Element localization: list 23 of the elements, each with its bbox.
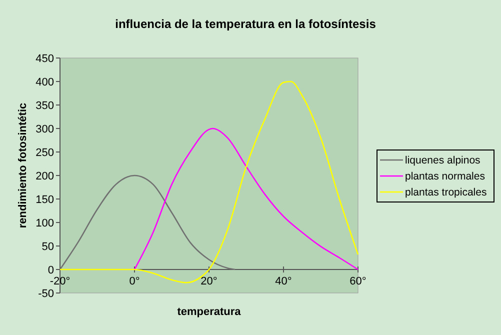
x-tick-label: 0° (129, 276, 140, 288)
chart-title: influencia de la temperatura en la fotosíntesis (115, 17, 376, 31)
legend-label: plantas tropicales (405, 186, 487, 199)
legend-label: plantas normales (405, 170, 485, 183)
y-tick-label: 400 (36, 76, 54, 88)
x-tick-label: 60° (350, 276, 366, 288)
y-tick-label: 200 (36, 170, 54, 182)
y-tick-label: 100 (36, 217, 54, 230)
y-tick-label: 250 (36, 146, 54, 159)
y-tick-label: 150 (36, 194, 54, 206)
y-tick-label: 50 (42, 240, 54, 253)
y-tick-label: 350 (36, 100, 54, 112)
line-series (134, 128, 359, 270)
y-tick-label: 300 (36, 123, 54, 136)
line-series (59, 174, 236, 270)
x-tick-label: 40° (275, 276, 292, 288)
y-tick-label: 0 (48, 264, 54, 276)
y-axis-title: rendimiento fotosintétic (17, 102, 29, 228)
x-axis-title: temperatura (177, 306, 242, 318)
x-tick-label: 20° (200, 276, 218, 288)
y-tick-label: -50 (38, 288, 54, 300)
legend-label: liquenes alpinos (405, 154, 480, 167)
y-tick-label: 450 (36, 52, 54, 65)
